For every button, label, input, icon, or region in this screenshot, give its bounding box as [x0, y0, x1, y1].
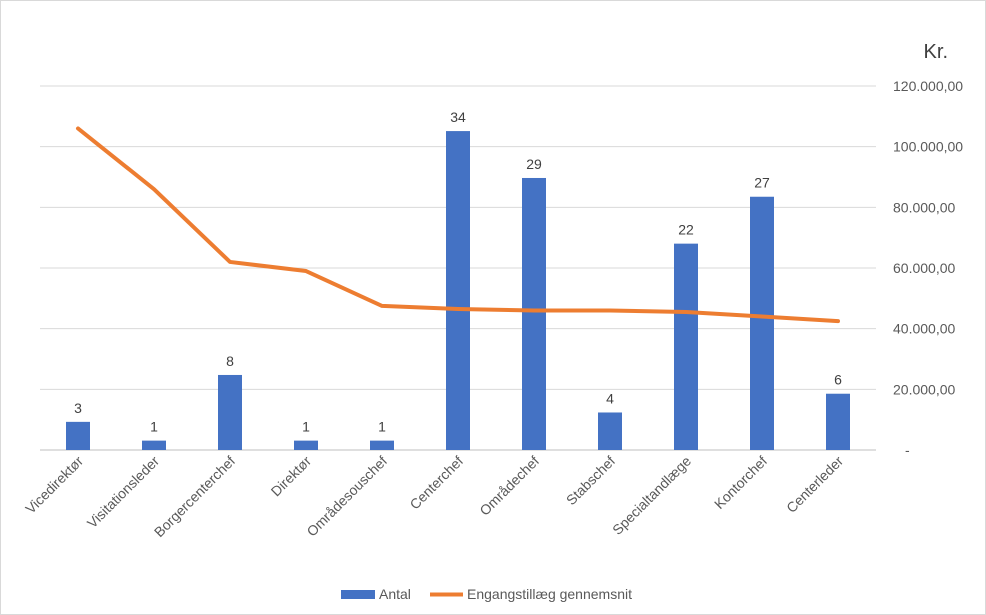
- bar: [522, 177, 546, 451]
- bar-data-label: 3: [74, 400, 82, 416]
- right-axis-tick-label: 120.000,00: [893, 78, 963, 94]
- bar-data-label: 1: [378, 419, 386, 435]
- x-axis-tick-label: Specialtandlæge: [609, 453, 694, 538]
- series-line: [76, 126, 840, 324]
- x-axis-tick-label: Kontorchef: [711, 453, 770, 512]
- legend-swatch-antal: [341, 590, 375, 599]
- right-axis-tick-label: 60.000,00: [893, 260, 955, 276]
- bar: [674, 243, 698, 450]
- right-axis-tick-label: 100.000,00: [893, 139, 963, 155]
- bar: [598, 412, 622, 450]
- line-series-engangstillaeg: [76, 126, 840, 324]
- legend: Antal Engangstillæg gennemsnit: [341, 586, 632, 602]
- bar-data-label: 27: [754, 175, 770, 191]
- legend-label-antal: Antal: [379, 586, 411, 602]
- bar: [142, 440, 166, 450]
- legend-label-engangstillaeg: Engangstillæg gennemsnit: [467, 586, 632, 602]
- x-axis-tick-label: Områdechef: [476, 453, 542, 519]
- bar-series-antal: [66, 131, 850, 451]
- bar-data-label: 8: [226, 353, 234, 369]
- x-axis-tick-label: Borgercenterchef: [151, 453, 238, 540]
- bar: [446, 131, 470, 450]
- x-axis-tick-label: Direktør: [268, 453, 315, 500]
- bar-data-label: 4: [606, 390, 614, 406]
- bar-data-label: 34: [450, 109, 466, 125]
- bar: [294, 440, 318, 450]
- x-axis-tick-label: Områdesouschef: [303, 453, 390, 540]
- right-axis-unit-label: Kr.: [924, 41, 948, 63]
- x-axis-tick-label: Visitationsleder: [84, 453, 163, 532]
- bar-data-label: 6: [834, 372, 842, 388]
- bar-data-label: 29: [526, 156, 542, 172]
- right-axis-ticks: - 20.000,00 40.000,00 60.000,00 80.000,00 100…: [893, 78, 963, 458]
- bar-data-label: 1: [150, 419, 158, 435]
- x-axis-ticks: VicedirektørVisitationslederBorgercenter…: [22, 453, 846, 540]
- bar-data-labels: 3 1 8 1 1 34 29 4 22 27 6: [74, 109, 842, 435]
- x-axis-tick-label: Centerchef: [406, 453, 466, 513]
- x-axis-tick-label: Vicedirektør: [22, 453, 86, 517]
- right-axis-tick-label: 20.000,00: [893, 381, 955, 397]
- bar-data-label: 1: [302, 419, 310, 435]
- bar: [750, 196, 774, 450]
- x-axis-tick-label: Stabschef: [563, 453, 618, 508]
- x-axis-tick-label: Centerleder: [783, 453, 846, 516]
- bar: [370, 440, 394, 450]
- right-axis-tick-label: 80.000,00: [893, 199, 955, 215]
- bar: [826, 393, 850, 450]
- right-axis-tick-label: 40.000,00: [893, 321, 955, 337]
- bar: [66, 421, 90, 450]
- right-axis-tick-label: -: [905, 442, 910, 458]
- bar: [218, 374, 242, 450]
- bar-data-label: 22: [678, 222, 694, 238]
